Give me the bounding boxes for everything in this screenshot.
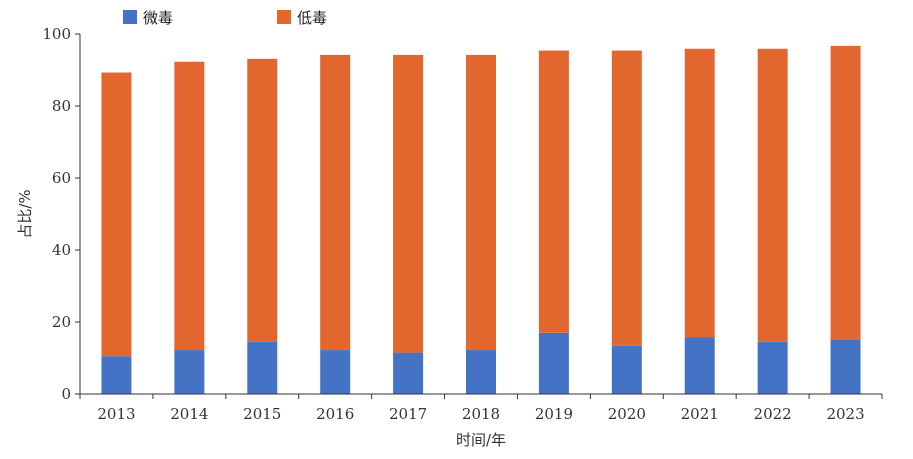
- bar-didu-2018: [466, 54, 496, 351]
- bar-didu-2016: [320, 54, 351, 351]
- y-tick-label-60: 60: [52, 169, 71, 187]
- y-tick-label-0: 0: [61, 385, 71, 403]
- bar-weidu-2023: [830, 340, 861, 394]
- x-tick-label-2017: 2017: [389, 405, 427, 423]
- bar-didu-2013: [101, 72, 132, 357]
- bar-weidu-2020: [611, 345, 642, 394]
- legend-item-0: 微毒: [123, 6, 173, 28]
- bar-didu-2020: [611, 50, 642, 346]
- bar-weidu-2016: [320, 350, 351, 394]
- x-tick-label-2023: 2023: [826, 405, 864, 423]
- y-axis-title: 占比/%: [16, 189, 34, 238]
- bar-weidu-2022: [757, 341, 788, 394]
- bar-weidu-2017: [393, 352, 424, 394]
- x-tick-label-2014: 2014: [170, 405, 208, 423]
- legend-swatch-0: [123, 10, 137, 24]
- y-tick-label-40: 40: [52, 241, 71, 259]
- x-tick-label-2016: 2016: [316, 405, 354, 423]
- y-tick-label-20: 20: [52, 313, 71, 331]
- bar-weidu-2015: [247, 341, 278, 394]
- bar-weidu-2014: [174, 350, 205, 394]
- bar-weidu-2021: [684, 337, 715, 394]
- legend-item-1: 低毒: [277, 6, 327, 28]
- x-tick-label-2018: 2018: [462, 405, 500, 423]
- bar-didu-2017: [393, 54, 424, 353]
- y-tick-label-100: 100: [42, 25, 71, 43]
- legend-label-0: 微毒: [143, 8, 174, 27]
- bar-didu-2023: [830, 45, 861, 340]
- legend-label-1: 低毒: [297, 8, 328, 27]
- x-tick-label-2019: 2019: [535, 405, 573, 423]
- x-tick-label-2015: 2015: [243, 405, 281, 423]
- bar-didu-2021: [684, 48, 715, 338]
- x-tick-label-2022: 2022: [754, 405, 792, 423]
- x-axis-title: 时间/年: [456, 431, 506, 449]
- bar-weidu-2019: [538, 332, 569, 394]
- bar-didu-2022: [757, 48, 788, 342]
- y-tick-label-80: 80: [52, 97, 71, 115]
- x-tick-label-2013: 2013: [97, 405, 135, 423]
- bar-weidu-2018: [466, 350, 496, 394]
- bar-weidu-2013: [101, 356, 132, 394]
- x-tick-label-2021: 2021: [681, 405, 719, 423]
- x-tick-label-2020: 2020: [608, 405, 646, 423]
- bar-didu-2014: [174, 61, 205, 351]
- bar-didu-2015: [247, 58, 278, 342]
- bar-didu-2019: [538, 50, 569, 333]
- legend-swatch-1: [277, 10, 291, 24]
